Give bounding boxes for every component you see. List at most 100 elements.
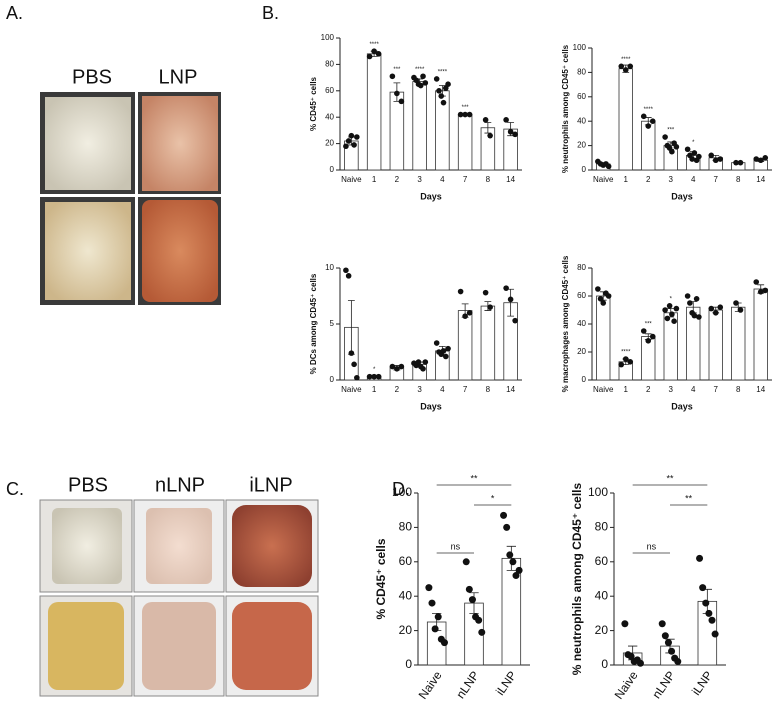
bar: [731, 306, 746, 381]
data-point: [674, 658, 682, 666]
y-tick-label: 40: [577, 116, 586, 125]
y-tick-label: 0: [330, 165, 335, 174]
x-tick-label: nLNP: [649, 669, 678, 702]
data-point: [673, 144, 680, 150]
x-tick-label: Naive: [593, 385, 614, 394]
data-point: [666, 303, 673, 309]
comparison-label: **: [666, 473, 674, 483]
data-point: [673, 305, 680, 312]
data-point: [371, 48, 377, 54]
data-point: [375, 373, 382, 380]
data-point: [371, 373, 377, 380]
photo-label: nLNP: [155, 474, 205, 496]
data-point: [699, 584, 707, 592]
data-point: [627, 359, 634, 365]
x-tick-label: 7: [463, 385, 468, 394]
x-tick-label: nLNP: [453, 669, 482, 702]
data-point: [509, 558, 517, 566]
photo-label: PBS: [68, 474, 108, 496]
x-tick-label: 2: [646, 385, 651, 394]
significance: *: [692, 140, 695, 146]
data-point: [640, 328, 647, 334]
y-tick-label: 0: [582, 165, 587, 174]
data-point: [503, 285, 509, 291]
x-tick-label: 14: [756, 385, 765, 394]
x-tick-label: 2: [646, 175, 651, 184]
photo-label: iLNP: [249, 474, 292, 496]
data-point: [687, 300, 693, 306]
comparison-label: **: [685, 493, 693, 503]
y-tick-label: 0: [330, 375, 335, 384]
comparison-label: ns: [647, 541, 657, 551]
y-tick-label: 60: [577, 291, 586, 300]
data-point: [343, 267, 349, 274]
y-tick-label: 100: [392, 485, 412, 499]
data-point: [487, 132, 493, 139]
y-axis-label: % macrophages among CD45⁺ cells: [561, 255, 570, 392]
bar: [618, 68, 633, 171]
data-point: [645, 123, 652, 129]
x-tick-label: 8: [486, 385, 491, 394]
data-point: [737, 307, 744, 313]
data-point: [696, 554, 704, 562]
error-bar: [469, 592, 479, 614]
data-point: [351, 142, 357, 148]
data-point: [457, 288, 464, 295]
x-tick-label: 1: [372, 175, 377, 184]
data-point: [689, 156, 695, 162]
data-point: [605, 293, 612, 299]
x-tick-label: 7: [714, 175, 719, 184]
significance: ****: [621, 57, 631, 63]
data-point: [417, 82, 424, 89]
x-tick-label: 4: [691, 385, 696, 394]
x-tick-label: 4: [691, 175, 696, 184]
data-point: [757, 157, 764, 164]
data-point: [345, 273, 352, 279]
data-point: [605, 163, 612, 170]
data-point: [671, 318, 677, 325]
data-point: [515, 566, 523, 574]
bar: [457, 114, 473, 171]
x-tick-label: Naive: [593, 175, 614, 184]
data-point: [621, 620, 629, 628]
data-point: [422, 359, 429, 365]
x-tick-label: Naive: [612, 668, 641, 701]
data-point: [440, 99, 447, 106]
y-tick-label: 40: [595, 588, 609, 602]
bar: [596, 295, 611, 381]
data-point: [702, 599, 710, 607]
data-point: [708, 305, 715, 312]
data-point: [398, 363, 405, 370]
data-point: [445, 345, 451, 352]
significance: ****: [415, 67, 425, 73]
bar: [412, 81, 427, 171]
data-point: [668, 647, 676, 655]
x-axis-label: Days: [420, 401, 442, 411]
data-point: [640, 113, 647, 120]
y-tick-label: 80: [577, 68, 586, 77]
data-point: [622, 67, 629, 73]
x-tick-label: 3: [669, 385, 674, 394]
panel-label: B.: [262, 3, 279, 23]
data-point: [618, 63, 625, 70]
data-point: [712, 310, 719, 316]
y-tick-label: 0: [601, 657, 608, 671]
bar: [708, 309, 723, 381]
y-tick-label: 0: [405, 657, 412, 671]
data-point: [468, 596, 476, 604]
y-tick-label: 40: [399, 588, 413, 602]
photo-label: PBS: [72, 66, 112, 88]
significance: *: [373, 367, 376, 373]
data-point: [708, 152, 715, 159]
data-point: [693, 296, 700, 302]
data-point: [434, 613, 442, 621]
data-point: [389, 363, 396, 370]
x-tick-label: 1: [372, 385, 377, 394]
data-point: [506, 551, 514, 559]
data-point: [345, 138, 352, 144]
data-point: [433, 76, 440, 82]
data-point: [507, 296, 514, 303]
x-tick-label: 1: [624, 175, 629, 184]
data-point: [618, 361, 625, 368]
data-point: [425, 584, 433, 592]
